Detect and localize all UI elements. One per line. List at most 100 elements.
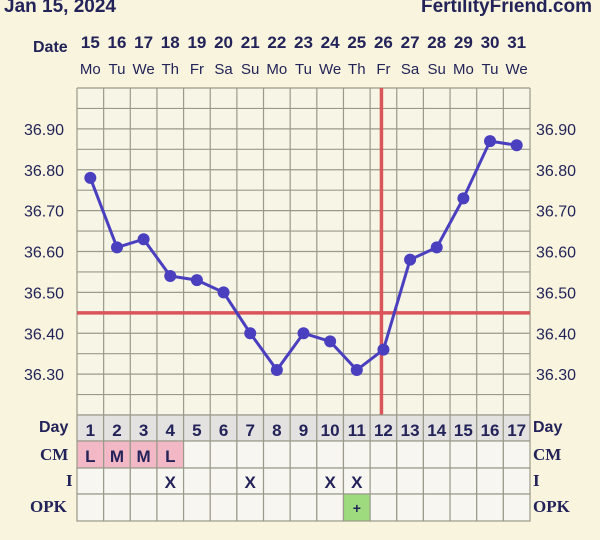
cm-label-right: CM	[533, 445, 562, 464]
date-label: 21	[241, 33, 260, 52]
opk-cell	[316, 493, 345, 522]
opk-cell	[422, 493, 451, 522]
day-number: 12	[374, 421, 393, 440]
temperature-point	[350, 364, 363, 377]
y-tick-label-right: 36.60	[536, 245, 576, 262]
opk-cell	[103, 493, 131, 522]
cm-cell	[182, 440, 211, 469]
cm-cell	[422, 440, 451, 469]
weekday-label: Mo	[266, 61, 287, 78]
weekday-label: Tu	[482, 61, 499, 78]
temperature-point	[137, 233, 150, 246]
cm-cell	[449, 440, 478, 469]
intercourse-cell	[209, 467, 238, 495]
intercourse-mark: X	[245, 473, 257, 492]
day-number: 17	[507, 421, 526, 440]
date-label: 20	[214, 33, 233, 52]
y-tick-label-left: 36.70	[24, 204, 64, 221]
date-label: 27	[401, 33, 420, 52]
date-label: Date	[33, 39, 68, 56]
day-number: 11	[348, 421, 366, 440]
intercourse-mark: X	[351, 473, 363, 492]
y-tick-label-right: 36.30	[536, 367, 576, 384]
cm-cell	[316, 440, 345, 469]
y-tick-label-left: 36.40	[24, 326, 64, 343]
opk-cell	[129, 493, 158, 522]
day-cell	[449, 414, 478, 442]
cm-cell	[342, 440, 371, 469]
y-tick-label-right: 36.40	[536, 326, 576, 343]
site-name[interactable]: FertilityFriend.com	[420, 0, 592, 17]
day-cell	[103, 414, 131, 442]
temperature-point	[377, 343, 390, 356]
temperature-point	[324, 335, 337, 348]
cm-cell	[476, 440, 504, 469]
opk-cell	[449, 493, 478, 522]
day-number: 1	[86, 421, 95, 440]
intercourse-cell	[76, 467, 105, 495]
intercourse-cell	[369, 467, 398, 495]
opk-cell	[182, 493, 211, 522]
intercourse-cell	[476, 467, 504, 495]
date-label: 29	[454, 33, 473, 52]
cm-cell	[209, 440, 238, 469]
intercourse-cell	[182, 467, 211, 495]
opk-cell	[396, 493, 425, 522]
day-number: 10	[321, 421, 340, 440]
temperature-point	[164, 270, 177, 283]
day-number: 8	[272, 421, 281, 440]
intercourse-cell	[289, 467, 318, 495]
weekday-label: Mo	[80, 61, 101, 78]
day-number: 2	[112, 421, 121, 440]
day-cell	[182, 414, 211, 442]
cm-cell	[396, 440, 425, 469]
date-label: 16	[108, 33, 127, 52]
weekday-label: Sa	[401, 61, 420, 78]
opk-cell	[289, 493, 318, 522]
opk-cell	[502, 493, 531, 522]
date-label: 17	[134, 33, 153, 52]
chart-date: Jan 15, 2024	[4, 0, 116, 17]
y-tick-label-right: 36.50	[536, 285, 576, 302]
intercourse-cell	[396, 467, 425, 495]
weekday-label: Su	[241, 61, 259, 78]
cm-cell	[502, 440, 531, 469]
intercourse-cell	[236, 467, 265, 495]
date-label: 31	[507, 33, 526, 52]
intercourse-mark: X	[324, 473, 336, 492]
y-tick-label-left: 36.90	[24, 122, 64, 139]
weekday-label: We	[133, 61, 155, 78]
opk-cell	[476, 493, 504, 522]
intercourse-cell	[449, 467, 478, 495]
day-number: 4	[166, 421, 176, 440]
weekday-label: Sa	[214, 61, 233, 78]
intercourse-cell	[502, 467, 531, 495]
date-label: 19	[187, 33, 206, 52]
y-tick-label-right: 36.70	[536, 204, 576, 221]
temperature-point	[510, 139, 523, 152]
day-number: 16	[481, 421, 500, 440]
opk-cell	[369, 493, 398, 522]
date-label: 22	[267, 33, 286, 52]
i-label-left: I	[66, 471, 73, 490]
weekday-label: Tu	[108, 61, 125, 78]
weekday-label: Fr	[376, 61, 390, 78]
cm-cell	[156, 440, 185, 469]
i-label-right: I	[533, 471, 540, 490]
day-cell	[209, 414, 238, 442]
intercourse-cell	[262, 467, 291, 495]
weekday-label: Mo	[453, 61, 474, 78]
day-number: 3	[139, 421, 148, 440]
cm-value: M	[137, 447, 151, 466]
day-number: 9	[299, 421, 308, 440]
date-label: 24	[321, 33, 340, 52]
date-label: 18	[161, 33, 180, 52]
temperature-point	[270, 364, 283, 377]
cm-cell	[369, 440, 398, 469]
opk-label-left: OPK	[30, 497, 67, 516]
y-tick-label-left: 36.80	[24, 163, 64, 180]
y-tick-label-left: 36.50	[24, 285, 64, 302]
opk-label-right: OPK	[533, 497, 570, 516]
